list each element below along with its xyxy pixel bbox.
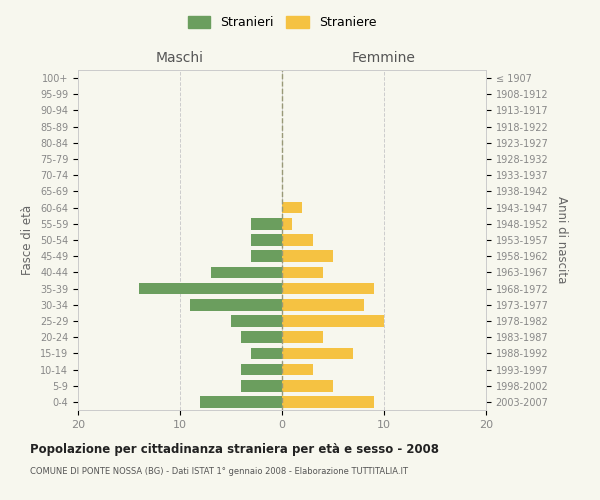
Bar — [282, 364, 313, 376]
Bar — [241, 364, 282, 376]
Bar — [190, 299, 282, 310]
Bar — [282, 380, 333, 392]
Bar — [241, 332, 282, 343]
Bar — [282, 299, 364, 310]
Bar — [200, 396, 282, 407]
Bar — [282, 282, 374, 294]
Text: Femmine: Femmine — [352, 51, 416, 65]
Legend: Stranieri, Straniere: Stranieri, Straniere — [183, 11, 381, 34]
Bar — [282, 332, 323, 343]
Bar — [211, 266, 282, 278]
Bar — [282, 218, 292, 230]
Text: COMUNE DI PONTE NOSSA (BG) - Dati ISTAT 1° gennaio 2008 - Elaborazione TUTTITALI: COMUNE DI PONTE NOSSA (BG) - Dati ISTAT … — [30, 468, 408, 476]
Text: Maschi: Maschi — [156, 51, 204, 65]
Bar — [282, 250, 333, 262]
Bar — [251, 250, 282, 262]
Bar — [282, 202, 302, 213]
Bar — [282, 396, 374, 407]
Bar — [282, 266, 323, 278]
Bar — [251, 218, 282, 230]
Bar — [251, 234, 282, 246]
Text: Popolazione per cittadinanza straniera per età e sesso - 2008: Popolazione per cittadinanza straniera p… — [30, 442, 439, 456]
Bar — [282, 234, 313, 246]
Y-axis label: Anni di nascita: Anni di nascita — [555, 196, 568, 284]
Bar — [231, 315, 282, 327]
Bar — [251, 348, 282, 359]
Y-axis label: Fasce di età: Fasce di età — [22, 205, 34, 275]
Bar — [139, 282, 282, 294]
Bar — [241, 380, 282, 392]
Bar — [282, 315, 384, 327]
Bar — [282, 348, 353, 359]
